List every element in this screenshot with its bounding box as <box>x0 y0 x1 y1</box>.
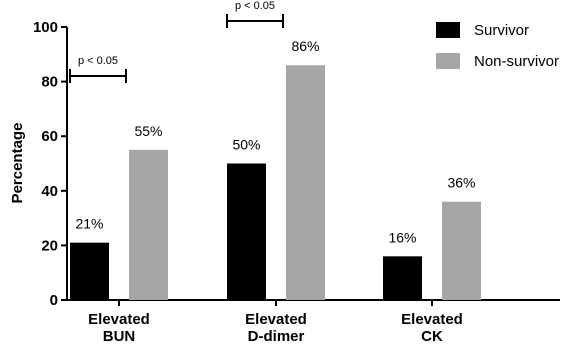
bar-non-survivor <box>286 65 325 300</box>
x-category-label-line1: Elevated <box>88 311 150 328</box>
bar-non-survivor <box>129 149 168 300</box>
bars <box>70 65 481 300</box>
y-tick-label: 100 <box>33 19 58 36</box>
x-category-label-line2: BUN <box>103 328 136 345</box>
y-axis-label: Percentage <box>9 123 26 204</box>
data-label: 21% <box>75 216 103 232</box>
data-label: 55% <box>134 123 162 139</box>
legend-swatch <box>436 22 460 38</box>
y-tick-label: 20 <box>41 237 58 254</box>
bar-survivor <box>227 163 266 300</box>
y-tick-label: 80 <box>41 74 58 91</box>
data-label: 16% <box>388 229 416 245</box>
y-tick-label: 40 <box>41 183 58 200</box>
bar-survivor <box>70 242 109 300</box>
x-category-label-line1: Elevated <box>245 311 307 328</box>
legend: Survivor Non-survivor <box>436 22 559 70</box>
legend-label: Survivor <box>474 22 529 39</box>
legend-swatch <box>436 53 460 69</box>
significance-label: p < 0.05 <box>78 55 118 67</box>
bar-survivor <box>383 256 422 300</box>
bar-non-survivor <box>442 201 481 300</box>
x-category-label-line2: D-dimer <box>248 328 305 345</box>
data-label: 50% <box>232 137 260 153</box>
significance-annotations: p < 0.05 p < 0.05 <box>69 0 284 83</box>
y-tick-label: 60 <box>41 128 58 145</box>
y-axis: 0 20 40 60 80 100 <box>33 19 68 309</box>
y-tick-label: 0 <box>50 292 58 309</box>
legend-label: Non-survivor <box>474 53 559 70</box>
data-label: 86% <box>291 38 319 54</box>
x-category-label-line2: CK <box>421 328 443 345</box>
x-category-label-line1: Elevated <box>401 311 463 328</box>
data-label: 36% <box>447 175 475 191</box>
data-labels: 21% 50% 16% 55% 86% 36% <box>75 38 475 245</box>
significance-label: p < 0.05 <box>235 0 275 12</box>
